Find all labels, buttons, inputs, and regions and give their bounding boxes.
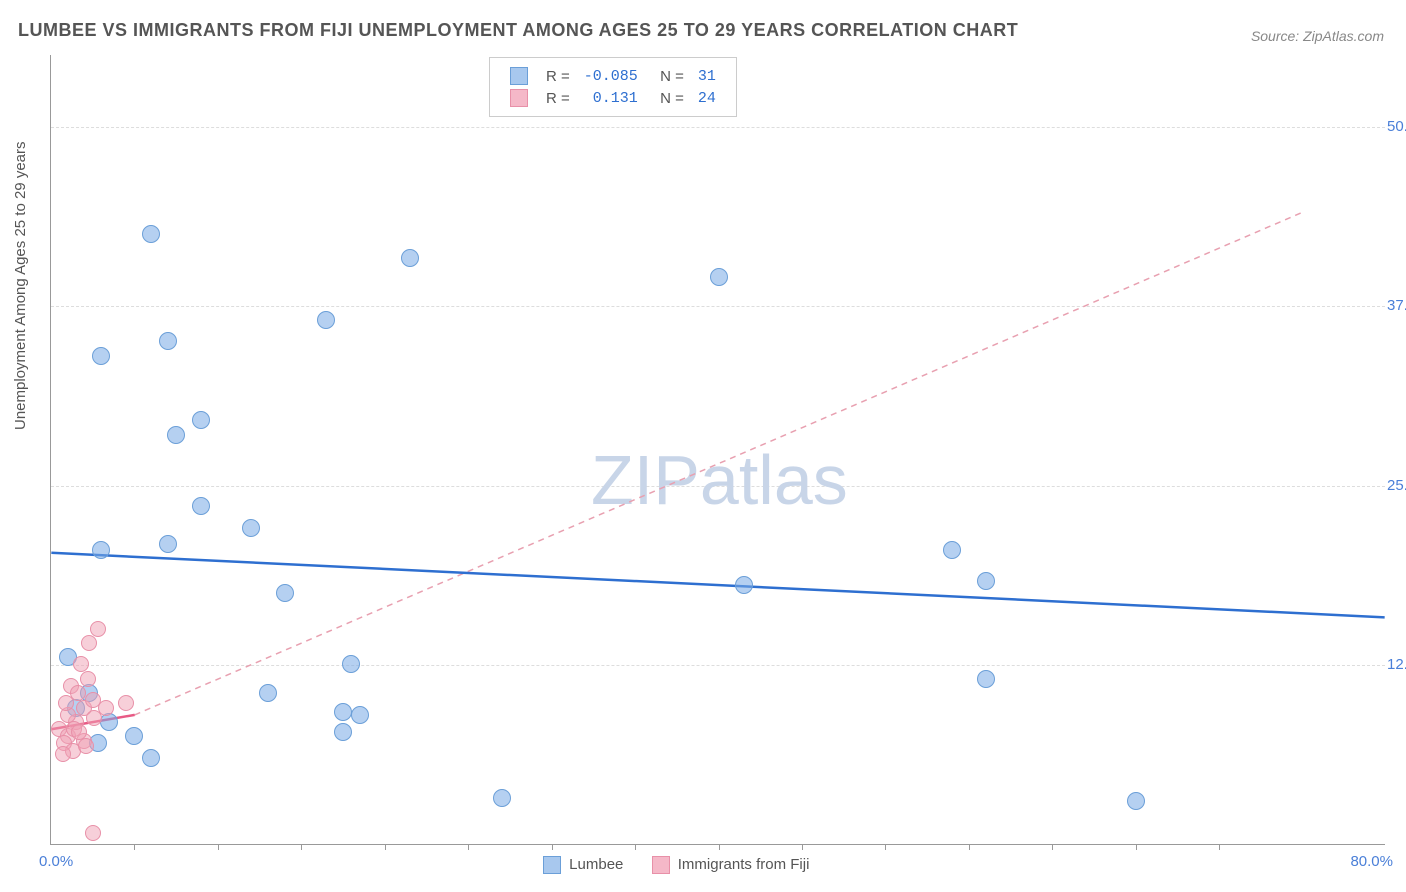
fiji-point [90,621,106,637]
lumbee-point [351,706,369,724]
x-tick-mark [218,844,219,850]
x-tick-mark [1219,844,1220,850]
y-tick-label: 25.0% [1387,477,1406,494]
correlation-row-fiji: R = 0.131 N = 24 [504,88,722,108]
lumbee-point [276,584,294,602]
x-tick-mark [385,844,386,850]
series-legend: Lumbee Immigrants from Fiji [531,856,821,874]
source-attribution: Source: ZipAtlas.com [1251,28,1384,44]
x-tick-mark [1136,844,1137,850]
lumbee-point [710,268,728,286]
fiji-point [98,700,114,716]
x-tick-mark [468,844,469,850]
lumbee-point [192,497,210,515]
x-tick-mark [885,844,886,850]
lumbee-point [943,541,961,559]
fiji-point [81,635,97,651]
fiji-point [85,825,101,841]
lumbee-point [192,411,210,429]
y-tick-label: 50.0% [1387,118,1406,135]
lumbee-point [1127,792,1145,810]
x-tick-mark [1052,844,1053,850]
lumbee-point [159,535,177,553]
x-tick-mark [301,844,302,850]
lumbee-point [334,723,352,741]
legend-swatch-pink [510,89,528,107]
n-value-lumbee: 31 [692,66,722,86]
plot-area: ZIPatlas 12.5%25.0%37.5%50.0% R = -0.085… [50,55,1385,845]
y-tick-label: 37.5% [1387,297,1406,314]
fiji-point [78,738,94,754]
lumbee-point [242,519,260,537]
x-tick-mark [635,844,636,850]
lumbee-point [401,249,419,267]
lumbee-point [142,749,160,767]
lumbee-point [317,311,335,329]
legend-item-fiji: Immigrants from Fiji [652,856,810,874]
r-value-fiji: 0.131 [578,88,644,108]
legend-swatch-lumbee [543,856,561,874]
lumbee-point [334,703,352,721]
lumbee-point [167,426,185,444]
fiji-point [118,695,134,711]
legend-swatch-blue [510,67,528,85]
chart-title: LUMBEE VS IMMIGRANTS FROM FIJI UNEMPLOYM… [18,20,1018,41]
x-tick-mark [719,844,720,850]
correlation-legend: R = -0.085 N = 31 R = 0.131 N = 24 [489,57,737,117]
lumbee-point [342,655,360,673]
lumbee-point [92,541,110,559]
lumbee-point [977,670,995,688]
lumbee-point [92,347,110,365]
r-value-lumbee: -0.085 [578,66,644,86]
x-tick-mark [802,844,803,850]
lumbee-point [493,789,511,807]
x-axis-max-label: 80.0% [1350,853,1393,870]
chart-container: LUMBEE VS IMMIGRANTS FROM FIJI UNEMPLOYM… [0,0,1406,892]
x-tick-mark [552,844,553,850]
x-tick-mark [134,844,135,850]
fiji-point [80,671,96,687]
legend-item-lumbee: Lumbee [543,856,623,874]
y-axis-label: Unemployment Among Ages 25 to 29 years [12,141,29,430]
lumbee-point [142,225,160,243]
x-tick-mark [969,844,970,850]
lumbee-point [125,727,143,745]
legend-swatch-fiji [652,856,670,874]
x-axis-min-label: 0.0% [39,853,73,870]
n-value-fiji: 24 [692,88,722,108]
n-label: N = [646,66,690,86]
lumbee-point [100,713,118,731]
scatter-points [51,55,1385,844]
lumbee-point [259,684,277,702]
y-tick-label: 12.5% [1387,656,1406,673]
r-label: R = [540,66,576,86]
lumbee-point [735,576,753,594]
lumbee-point [977,572,995,590]
lumbee-point [159,332,177,350]
correlation-row-lumbee: R = -0.085 N = 31 [504,66,722,86]
fiji-point [55,746,71,762]
fiji-point [58,695,74,711]
